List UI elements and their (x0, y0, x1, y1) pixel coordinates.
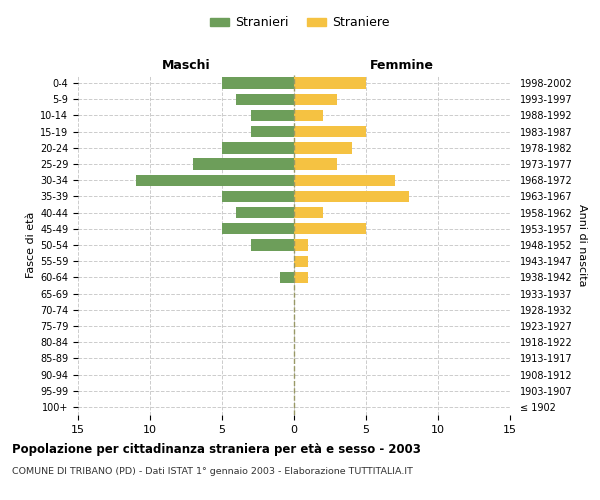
Bar (193, 158, 294, 170)
Bar (222, 191, 294, 202)
Bar (222, 223, 294, 234)
Bar (294, 142, 352, 154)
Bar (251, 110, 294, 121)
Bar (251, 240, 294, 250)
Bar (280, 272, 294, 283)
Bar (294, 272, 308, 283)
Legend: Stranieri, Straniere: Stranieri, Straniere (205, 11, 395, 34)
Bar (294, 94, 337, 105)
Bar (294, 126, 366, 138)
Bar (294, 207, 323, 218)
Text: Popolazione per cittadinanza straniera per età e sesso - 2003: Popolazione per cittadinanza straniera p… (12, 442, 421, 456)
Bar (294, 240, 308, 250)
Bar (251, 126, 294, 138)
Text: Maschi: Maschi (161, 59, 211, 72)
Bar (294, 174, 395, 186)
Bar (236, 207, 294, 218)
Text: Femmine: Femmine (370, 59, 434, 72)
Bar (136, 174, 294, 186)
Bar (294, 191, 409, 202)
Y-axis label: Fasce di età: Fasce di età (26, 212, 36, 278)
Bar (294, 256, 308, 267)
Bar (294, 110, 323, 121)
Bar (222, 142, 294, 154)
Bar (294, 223, 366, 234)
Bar (294, 158, 337, 170)
Text: COMUNE DI TRIBANO (PD) - Dati ISTAT 1° gennaio 2003 - Elaborazione TUTTITALIA.IT: COMUNE DI TRIBANO (PD) - Dati ISTAT 1° g… (12, 468, 413, 476)
Bar (236, 94, 294, 105)
Y-axis label: Anni di nascita: Anni di nascita (577, 204, 587, 286)
Bar (222, 78, 294, 89)
Bar (294, 78, 366, 89)
